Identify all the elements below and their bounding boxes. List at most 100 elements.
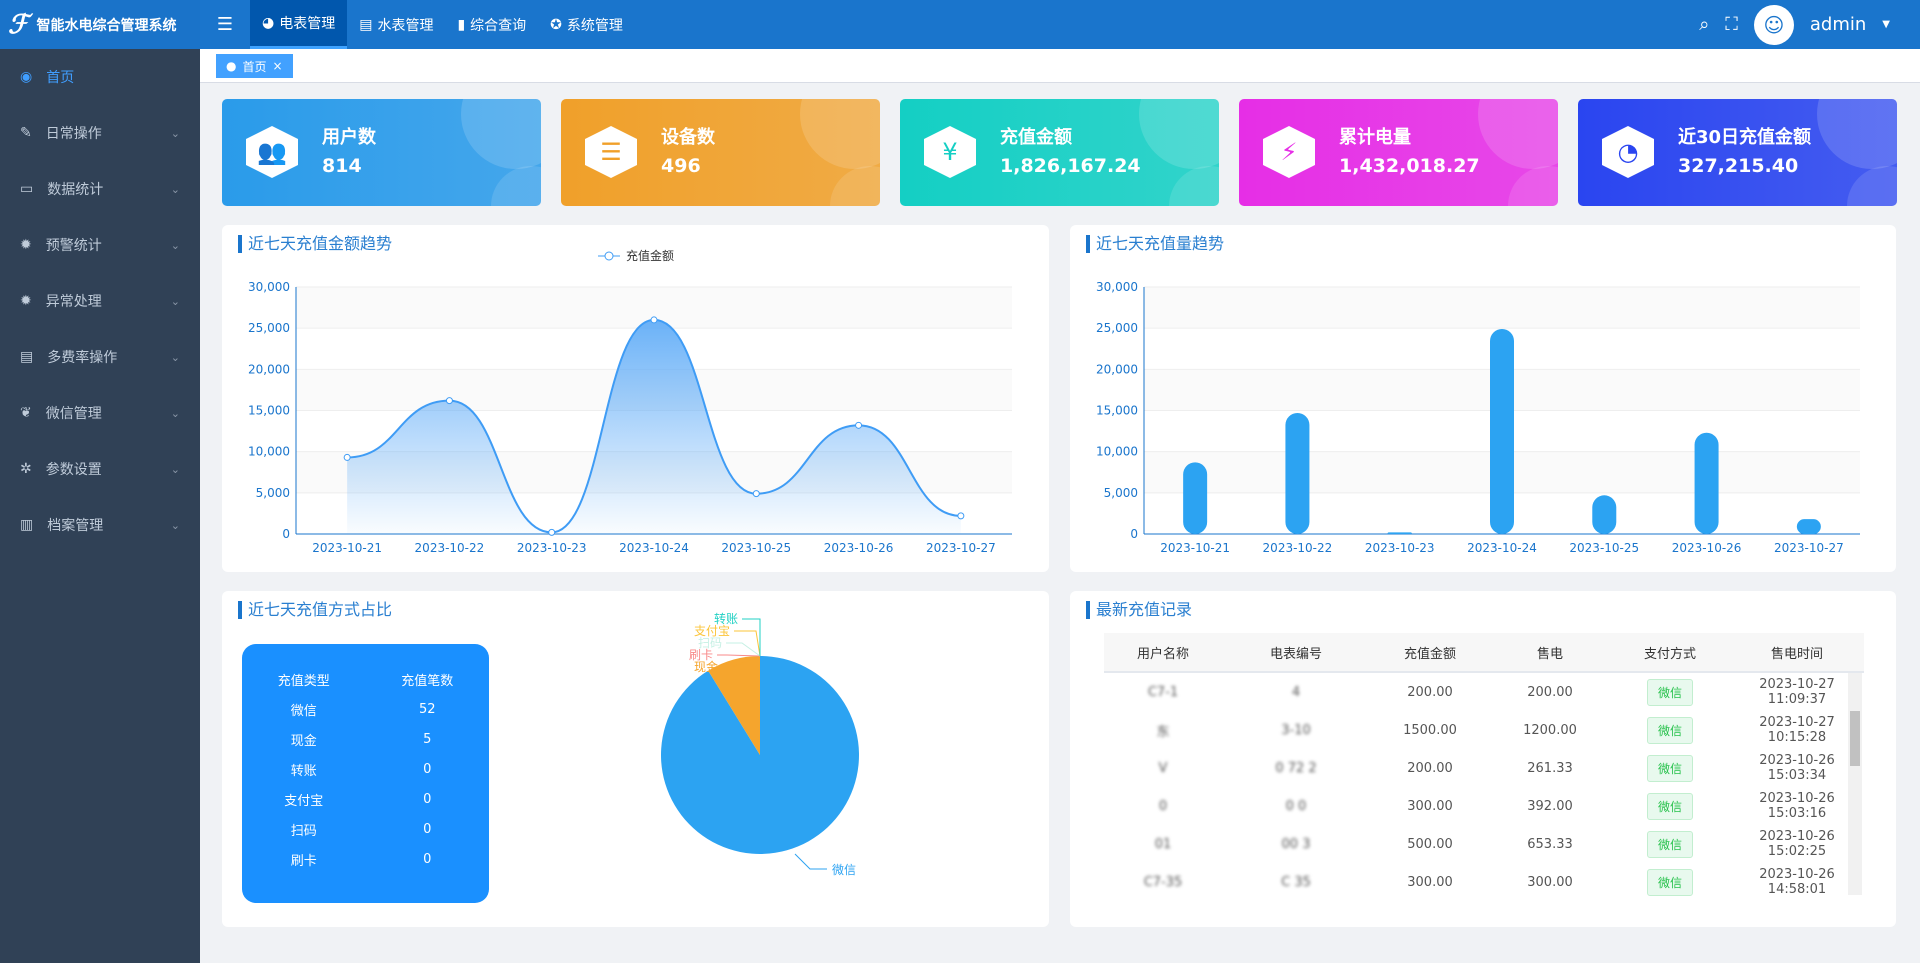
nav-electric[interactable]: ◕ 电表管理 — [250, 0, 348, 49]
nav-system[interactable]: ✪ 系统管理 — [550, 16, 623, 34]
sidebar-item[interactable]: ✹ 预警统计 ⌄ — [0, 217, 200, 273]
file-icon: ▤ — [359, 16, 373, 33]
logo-mark-icon: ℱ — [8, 9, 29, 40]
sidebar-item-label: 数据统计 — [47, 182, 104, 198]
nav-water[interactable]: ▤ 水表管理 — [359, 16, 434, 34]
bar — [1592, 495, 1617, 534]
y-tick-label: 0 — [1130, 527, 1138, 541]
sidebar-item[interactable]: ◉ 首页 — [0, 49, 200, 105]
y-tick-label: 5,000 — [256, 486, 290, 500]
menu-toggle-icon[interactable]: ☰ — [216, 14, 234, 35]
card-icon: ▭ — [20, 181, 34, 197]
fullscreen-icon[interactable]: ⛶ — [1725, 14, 1738, 35]
table-cell: C 35 — [1281, 874, 1311, 890]
payment-badge: 微信 — [1646, 754, 1693, 782]
scrollbar-thumb[interactable] — [1850, 711, 1860, 766]
stat-value: 327,215.40 — [1678, 155, 1799, 177]
avatar[interactable]: ☺ — [1753, 4, 1794, 45]
bug-icon: ✹ — [20, 293, 32, 309]
search-icon[interactable]: ⌕ — [1699, 14, 1710, 35]
stat-title: 累计电量 — [1339, 127, 1411, 148]
sidebar-item[interactable]: ▤ 多费率操作 ⌄ — [0, 329, 200, 385]
x-tick-label: 2023-10-27 — [926, 541, 996, 555]
data-point — [343, 453, 351, 461]
slice-label: 现金 — [694, 659, 718, 674]
table-cell: 300.00 — [1407, 874, 1453, 890]
panel-title: 近七天充值量趋势 — [1086, 235, 1224, 253]
label-line — [742, 618, 761, 656]
close-icon[interactable]: × — [272, 59, 283, 73]
table-cell: 3-10 — [1281, 722, 1311, 738]
label-line — [794, 853, 827, 870]
sidebar-item[interactable]: ✎ 日常操作 ⌄ — [0, 105, 200, 161]
data-point — [957, 512, 965, 520]
stat-card: ⚡ 累计电量 1,432,018.27 — [1239, 99, 1558, 206]
sidebar-item[interactable]: ▭ 数据统计 ⌄ — [0, 161, 200, 217]
x-tick-label: 2023-10-26 — [824, 541, 894, 555]
stat-value: 1,826,167.24 — [1000, 155, 1141, 177]
x-tick-label: 2023-10-22 — [415, 541, 485, 555]
table-cell: 2023-10-26 15:03:34 — [1759, 753, 1835, 783]
x-tick-label: 2023-10-25 — [1569, 541, 1639, 555]
top-bar: ℱ 智能水电综合管理系统 ☰ ◕ 电表管理 ▤ 水表管理 ▮ 综合查询 ✪ 系统管理 ⌕ … — [0, 0, 1920, 49]
logo: ℱ 智能水电综合管理系统 — [0, 0, 200, 49]
tab-home[interactable]: ● 首页 × — [216, 54, 293, 78]
slice-label: 微信 — [832, 863, 856, 877]
y-tick-label: 15,000 — [248, 404, 290, 418]
line-chart: 0 5,000 10,000 15,000 20,000 25,000 30,000 2023… — [248, 248, 1012, 555]
label-line — [734, 630, 761, 657]
x-tick-label: 2023-10-24 — [619, 541, 689, 555]
column-header: 电表编号 — [1269, 646, 1322, 662]
tab-bar: ● 首页 × — [200, 49, 1920, 83]
bar-chart: 0 5,000 10,000 15,000 20,000 25,000 30,000 2023… — [1096, 280, 1860, 555]
bar-chart-icon: ▮ — [457, 16, 466, 33]
table-cell: 653.33 — [1527, 836, 1573, 852]
user-name[interactable]: admin — [1809, 14, 1867, 35]
bar — [1285, 412, 1310, 534]
slice-label: 支付宝 — [694, 624, 730, 638]
stat-title: 充值金额 — [1000, 127, 1072, 148]
y-tick-label: 30,000 — [1096, 280, 1138, 294]
chevron-down-icon: ⌄ — [170, 350, 180, 364]
sidebar-item[interactable]: ✹ 异常处理 ⌄ — [0, 273, 200, 329]
book-icon: ▥ — [20, 517, 34, 533]
sidebar-item-label: 多费率操作 — [47, 350, 118, 366]
table-row: C7-35 C 35 300.00 300.00 微信 2023-10-26 14:58:… — [1104, 863, 1864, 901]
settings-icon: ✪ — [550, 16, 562, 33]
stat-value: 814 — [322, 155, 362, 177]
chevron-down-icon: ⌄ — [170, 126, 180, 140]
table-cell: 1500.00 — [1403, 722, 1457, 738]
sidebar-item-label: 参数设置 — [45, 462, 102, 478]
chevron-down-icon: ⌄ — [170, 518, 180, 532]
users-icon: 👥 — [246, 126, 298, 178]
chevron-down-icon: ⌄ — [170, 294, 180, 308]
nav-query[interactable]: ▮ 综合查询 — [457, 16, 527, 34]
sidebar-item[interactable]: ▥ 档案管理 ⌄ — [0, 497, 200, 553]
x-tick-label: 2023-10-25 — [721, 541, 791, 555]
table-cell: 01 — [1154, 836, 1172, 852]
chevron-down-icon: ⌄ — [170, 462, 180, 476]
payment-badge: 微信 — [1646, 792, 1693, 820]
y-tick-label: 5,000 — [1104, 486, 1138, 500]
table-row: 01 00 3 500.00 653.33 微信 2023-10-26 15:02:25 — [1104, 825, 1864, 863]
table-cell: 0 0 — [1285, 798, 1307, 814]
sidebar-item[interactable]: ❦ 微信管理 ⌄ — [0, 385, 200, 441]
table-row: 刷卡 0 — [290, 851, 432, 869]
y-tick-label: 30,000 — [248, 280, 290, 294]
sidebar-item-label: 首页 — [46, 70, 75, 86]
table-cell: 东 — [1156, 724, 1170, 740]
table-cell: 2023-10-26 15:02:25 — [1759, 829, 1835, 859]
chevron-down-icon[interactable]: ▼ — [1882, 19, 1890, 30]
column-header: 售电时间 — [1770, 646, 1823, 662]
y-tick-label: 10,000 — [1096, 445, 1138, 459]
x-tick-label: 2023-10-23 — [1365, 541, 1435, 555]
table-cell: 2023-10-27 11:09:37 — [1759, 677, 1835, 707]
sidebar-item[interactable]: ✲ 参数设置 ⌄ — [0, 441, 200, 497]
scrollbar[interactable] — [1848, 673, 1862, 895]
x-tick-label: 2023-10-21 — [312, 541, 382, 555]
sidebar-item-label: 预警统计 — [45, 238, 102, 254]
stat-title: 近30日充值金额 — [1678, 127, 1812, 148]
table-cell: 00 3 — [1281, 836, 1311, 852]
table-row: 微信 52 — [290, 701, 436, 719]
